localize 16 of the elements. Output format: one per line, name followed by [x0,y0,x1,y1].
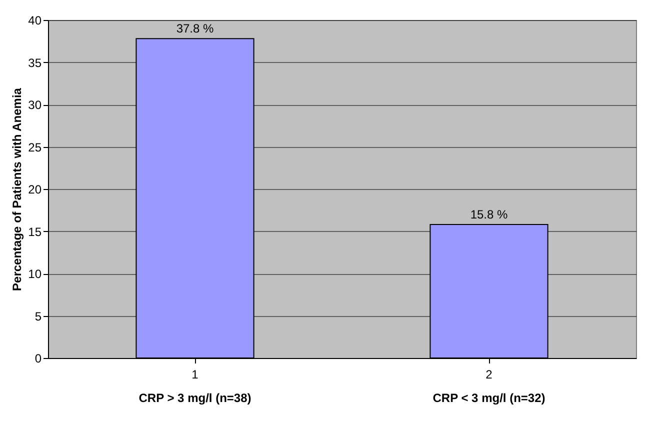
y-tick-label: 10 [28,267,42,281]
x-tick-label: 2 [486,368,493,382]
y-tick-label: 35 [28,56,42,70]
x-tick-label: 1 [192,368,199,382]
y-tick-label: 40 [28,14,42,28]
y-axis-title: Percentage of Patients with Anemia [10,88,24,291]
data-label: 15.8 % [470,207,508,222]
y-tick-label: 15 [28,224,42,239]
y-tick-label: 20 [28,182,42,196]
text: CRP < 3 mg/l (n=32) [432,391,546,405]
data-label: 37.8 % [176,22,214,36]
y-tick-label: 5 [34,309,42,324]
y-tick-label: 30 [28,98,42,112]
y-tick-label: 25 [28,140,42,154]
y-tick-label: 0 [34,352,42,366]
text: CRP > 3 mg/l (n=38) [138,391,252,405]
